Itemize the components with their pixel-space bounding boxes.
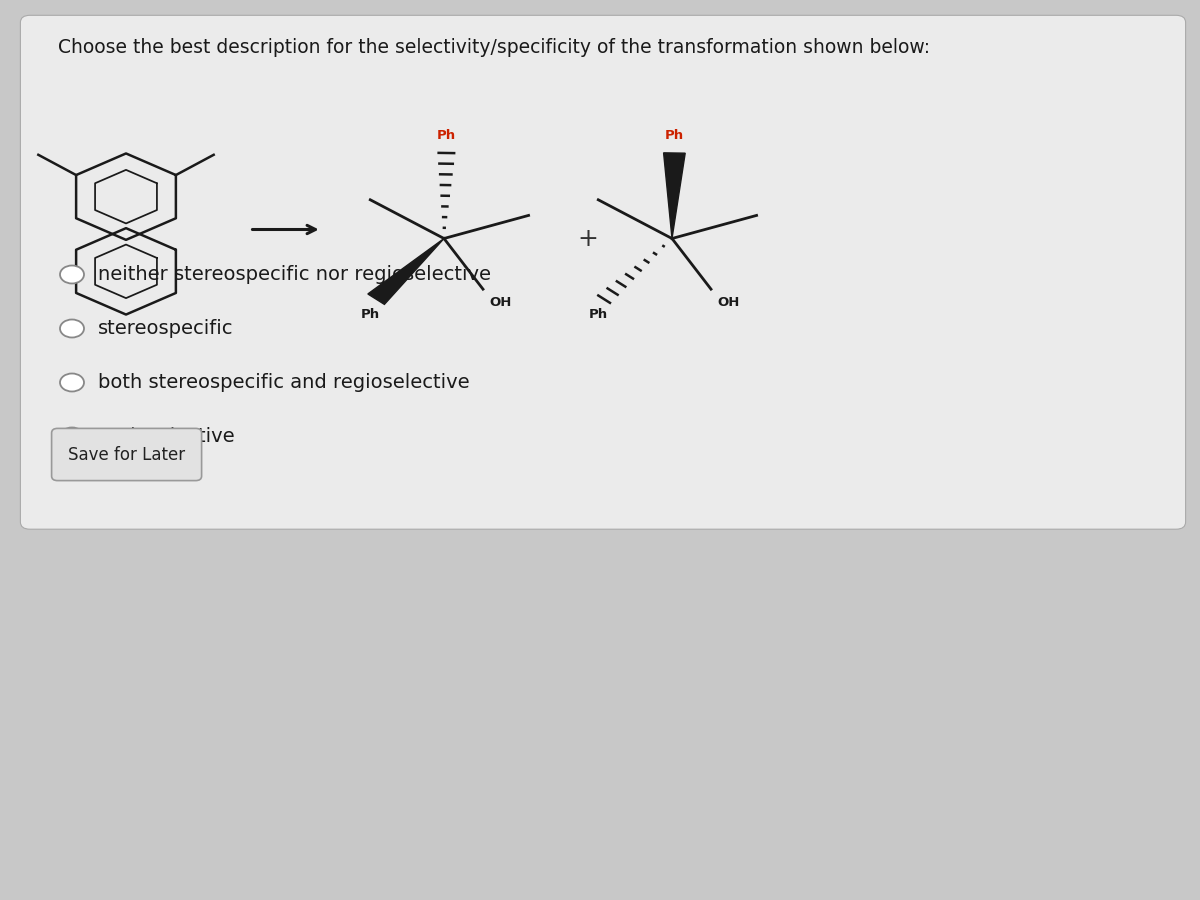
Circle shape <box>60 266 84 284</box>
Circle shape <box>60 374 84 392</box>
Polygon shape <box>368 238 444 304</box>
Text: Choose the best description for the selectivity/specificity of the transformatio: Choose the best description for the sele… <box>58 38 930 57</box>
Text: both stereospecific and regioselective: both stereospecific and regioselective <box>98 373 470 392</box>
Circle shape <box>60 320 84 338</box>
Text: +: + <box>577 227 599 250</box>
Text: neither stereospecific nor regioselective: neither stereospecific nor regioselectiv… <box>98 265 492 284</box>
Text: stereospecific: stereospecific <box>98 319 234 338</box>
Circle shape <box>60 428 84 446</box>
Text: Ph: Ph <box>588 308 607 321</box>
Text: Save for Later: Save for Later <box>68 446 185 464</box>
FancyBboxPatch shape <box>20 15 1186 529</box>
Text: OH: OH <box>490 296 511 310</box>
Text: regioselective: regioselective <box>98 427 235 446</box>
FancyBboxPatch shape <box>52 428 202 481</box>
Text: Ph: Ph <box>665 130 684 142</box>
Polygon shape <box>664 153 685 238</box>
Text: Ph: Ph <box>360 308 379 321</box>
Text: Ph: Ph <box>437 130 456 142</box>
Text: OH: OH <box>718 296 739 310</box>
